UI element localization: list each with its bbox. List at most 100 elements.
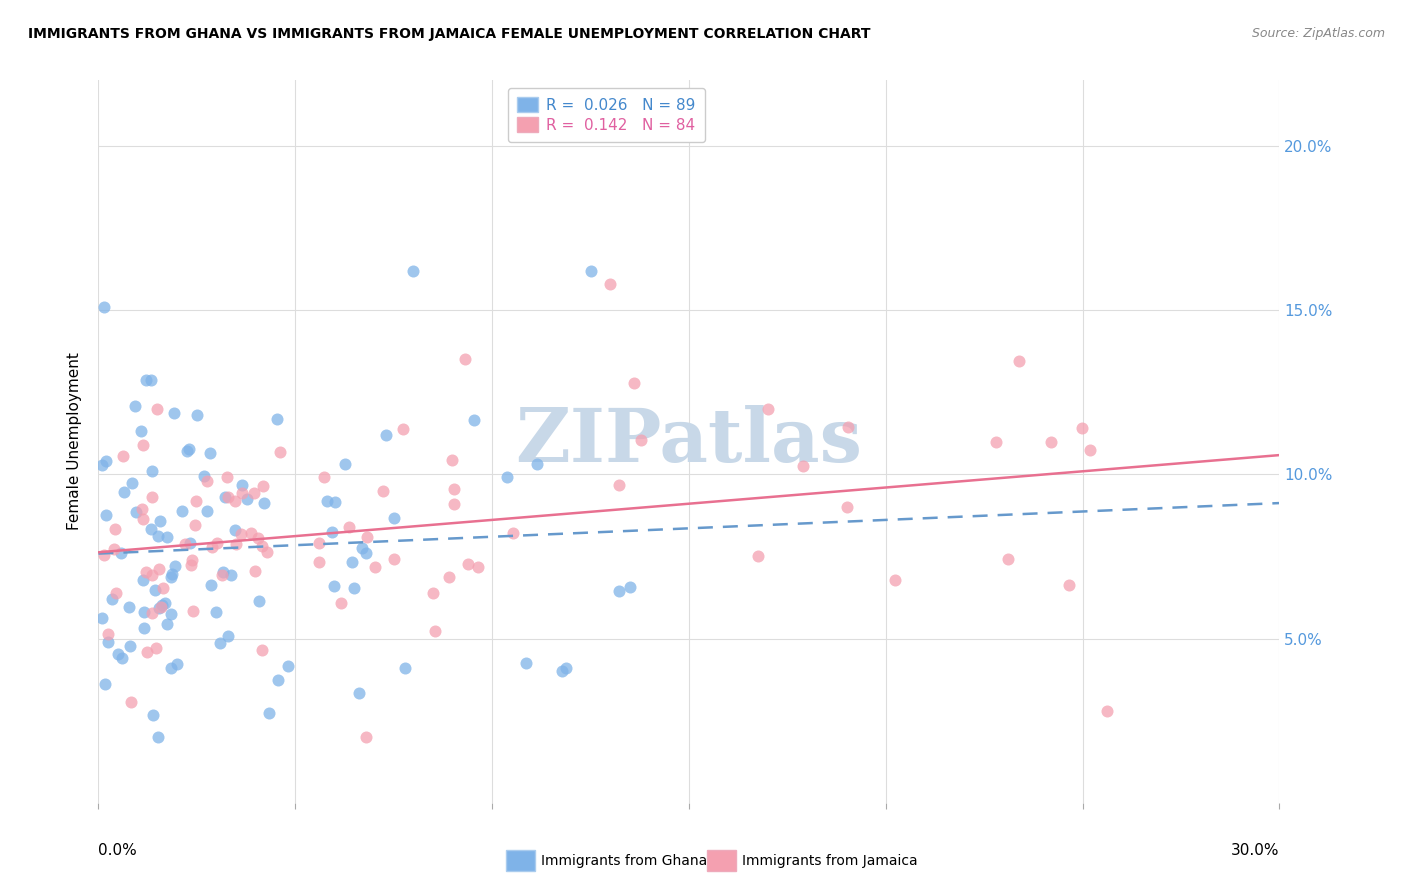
Point	[104, 585, 127, 599]
Point	[422, 586, 444, 600]
Point	[160, 566, 183, 581]
Point	[599, 277, 621, 291]
Point	[91, 458, 114, 472]
Point	[159, 607, 181, 621]
Point	[177, 442, 200, 457]
Point	[515, 656, 537, 670]
Point	[101, 592, 124, 607]
Point	[141, 522, 163, 536]
Point	[184, 517, 207, 532]
Point	[984, 434, 1007, 449]
Point	[1040, 435, 1063, 450]
Point	[329, 596, 352, 610]
Legend: R =  0.026   N = 89, R =  0.142   N = 84: R = 0.026 N = 89, R = 0.142 N = 84	[508, 88, 704, 142]
Point	[186, 408, 208, 422]
Point	[269, 445, 291, 459]
Point	[124, 399, 146, 413]
Point	[172, 504, 194, 518]
Point	[163, 559, 186, 574]
Point	[146, 402, 169, 417]
Point	[247, 594, 270, 608]
Point	[454, 351, 477, 366]
Point	[231, 526, 253, 541]
Y-axis label: Female Unemployment: Female Unemployment	[67, 352, 83, 531]
Point	[323, 495, 346, 509]
Point	[364, 560, 387, 574]
Point	[225, 537, 247, 551]
Point	[1057, 578, 1080, 592]
Point	[163, 407, 186, 421]
Point	[236, 492, 259, 507]
Point	[200, 446, 222, 460]
Point	[496, 469, 519, 483]
Point	[141, 567, 163, 582]
Point	[394, 661, 416, 675]
Point	[337, 520, 360, 534]
Point	[211, 567, 233, 582]
Point	[502, 525, 524, 540]
Point	[425, 624, 447, 638]
Point	[350, 541, 373, 555]
Point	[145, 640, 167, 655]
Text: IMMIGRANTS FROM GHANA VS IMMIGRANTS FROM JAMAICA FEMALE UNEMPLOYMENT CORRELATION: IMMIGRANTS FROM GHANA VS IMMIGRANTS FROM…	[28, 27, 870, 41]
Point	[463, 413, 485, 427]
Point	[112, 485, 135, 500]
Point	[1095, 704, 1118, 718]
Point	[1078, 442, 1101, 457]
Point	[200, 578, 222, 592]
Point	[1008, 353, 1031, 368]
Point	[111, 651, 134, 665]
Point	[135, 645, 157, 659]
Point	[132, 438, 155, 452]
Point	[321, 524, 343, 539]
Point	[356, 530, 378, 544]
Point	[181, 604, 204, 618]
Point	[997, 552, 1019, 566]
Point	[141, 606, 163, 620]
Point	[120, 695, 142, 709]
Point	[148, 562, 170, 576]
Point	[375, 428, 398, 442]
Point	[316, 494, 339, 508]
Point	[224, 494, 246, 508]
Point	[142, 707, 165, 722]
Point	[150, 598, 173, 612]
Text: ZIPatlas: ZIPatlas	[516, 405, 862, 478]
Point	[146, 529, 169, 543]
Point	[139, 373, 162, 387]
Point	[382, 511, 405, 525]
Point	[221, 567, 243, 582]
Point	[607, 477, 630, 491]
Point	[250, 539, 273, 553]
Point	[551, 664, 574, 678]
Point	[883, 573, 905, 587]
Point	[135, 565, 157, 579]
Point	[354, 730, 377, 744]
Point	[204, 605, 226, 619]
Point	[205, 536, 228, 550]
Point	[173, 537, 195, 551]
Point	[215, 470, 238, 484]
Point	[266, 412, 288, 426]
Point	[124, 505, 146, 519]
Point	[371, 483, 394, 498]
Point	[176, 444, 198, 458]
Point	[132, 606, 155, 620]
Point	[96, 453, 118, 467]
Point	[354, 546, 377, 560]
Point	[439, 570, 461, 584]
Point	[335, 457, 357, 471]
Point	[94, 508, 117, 522]
Point	[143, 583, 166, 598]
Point	[120, 640, 142, 654]
Point	[277, 658, 299, 673]
Point	[224, 523, 246, 537]
FancyBboxPatch shape	[506, 850, 536, 871]
Point	[579, 264, 602, 278]
Point	[756, 401, 779, 416]
Point	[217, 628, 239, 642]
Point	[382, 551, 405, 566]
Point	[212, 565, 235, 579]
Point	[623, 376, 645, 391]
Point	[131, 511, 153, 525]
